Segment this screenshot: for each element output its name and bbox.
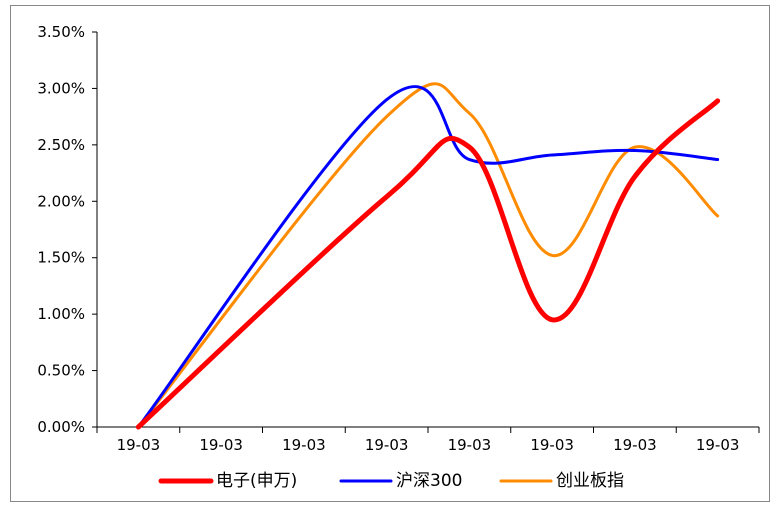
y-tick-label: 1.00% (37, 305, 85, 323)
legend-label-0: 电子(申万) (216, 471, 297, 491)
legend: 电子(申万) 沪深300 创业板指 (158, 471, 624, 491)
chart-frame: 0.00% 0.50% 1.00% 1.50% 2.00% 2.50% 3.00% 3.50%… (10, 5, 770, 502)
x-tick-label: 19-03 (696, 436, 740, 454)
series-lines (135, 82, 721, 430)
y-axis: 0.00% 0.50% 1.00% 1.50% 2.00% 2.50% 3.00% 3.50% (37, 23, 98, 436)
x-tick-label: 19-03 (117, 436, 161, 454)
y-tick-label: 2.00% (37, 192, 85, 210)
y-tick-label: 0.00% (37, 418, 85, 436)
x-tick-label: 19-03 (613, 436, 657, 454)
legend-label-1: 沪深300 (396, 471, 462, 491)
x-tick-label: 19-03 (282, 436, 326, 454)
series-line-1 (136, 85, 720, 429)
y-tick-label: 3.50% (37, 23, 85, 41)
y-tick-label: 0.50% (37, 362, 85, 380)
x-axis: 19-03 19-03 19-03 19-03 19-03 19-03 19-03 19-03 (96, 426, 760, 454)
x-tick-label: 19-03 (199, 436, 243, 454)
x-tick-label: 19-03 (448, 436, 492, 454)
x-tick-label: 19-03 (530, 436, 574, 454)
y-tick-label: 2.50% (37, 136, 85, 154)
y-tick-label: 1.50% (37, 249, 85, 267)
series-line-2 (136, 82, 720, 429)
line-chart: 0.00% 0.50% 1.00% 1.50% 2.00% 2.50% 3.00% 3.50%… (37, 23, 760, 491)
series-line-0 (135, 98, 721, 430)
x-tick-label: 19-03 (365, 436, 409, 454)
legend-label-2: 创业板指 (556, 471, 624, 491)
y-tick-label: 3.00% (37, 79, 85, 97)
